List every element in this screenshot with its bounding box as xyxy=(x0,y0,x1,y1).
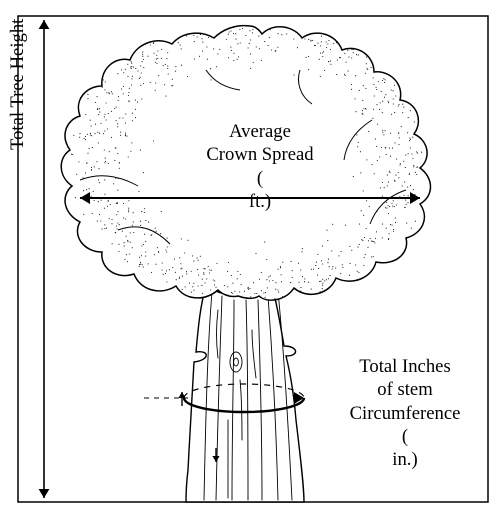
circumference-line1: Total Inches xyxy=(330,355,480,378)
tree-height-label: Total Tree Height ( ft.) xyxy=(6,130,29,150)
tree-height-line1: Total Tree Height xyxy=(7,19,28,150)
crown-spread-line2: Crown Spread xyxy=(175,143,345,166)
circumference-unit: ( in.) xyxy=(330,425,480,472)
crown-spread-line1: Average xyxy=(175,120,345,143)
crown-spread-unit: ( ft.) xyxy=(175,167,345,214)
circumference-line3: Circumference xyxy=(330,402,480,425)
tree-trunk xyxy=(186,286,304,502)
figure-frame: Average Crown Spread ( ft.) Total Inches… xyxy=(0,0,500,518)
circumference-label: Total Inches of stem Circumference ( in.… xyxy=(330,355,480,472)
tree-height-arrow xyxy=(39,20,50,498)
crown-spread-label: Average Crown Spread ( ft.) xyxy=(175,120,345,213)
circumference-line2: of stem xyxy=(330,378,480,401)
